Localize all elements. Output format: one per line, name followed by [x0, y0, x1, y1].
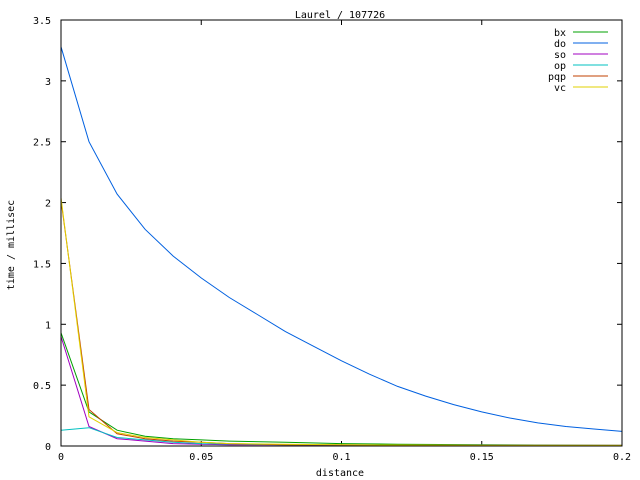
y-tick-label: 1 — [45, 320, 51, 331]
plot-frame — [60, 19, 623, 447]
series-line-vc — [60, 197, 622, 446]
y-tick-label: 3.5 — [33, 16, 51, 27]
y-tick-label: 2 — [45, 199, 51, 210]
y-tick-label: 0 — [45, 442, 51, 453]
y-tick-label: 0.5 — [33, 381, 51, 392]
x-tick-label: 0.2 — [613, 452, 631, 463]
x-tick-label: 0.05 — [189, 452, 213, 463]
x-tick-label: 0.15 — [470, 452, 494, 463]
x-axis-label: distance — [316, 468, 364, 479]
legend-label-pqp: pqp — [548, 72, 566, 83]
legend-label-op: op — [554, 61, 566, 72]
y-tick-label: 3 — [45, 77, 51, 88]
series-lines — [60, 46, 623, 446]
series-line-do — [60, 46, 623, 432]
y-tick-label: 2.5 — [33, 138, 51, 149]
legend-label-so: so — [554, 50, 566, 61]
y-axis-label: time / millisec — [6, 200, 17, 290]
y-tick-label: 1.5 — [33, 259, 51, 270]
x-tick-label: 0 — [58, 452, 64, 463]
legend-label-vc: vc — [554, 83, 566, 94]
legend-label-bx: bx — [554, 28, 566, 39]
chart-title: Laurel / 107726 — [295, 10, 385, 21]
legend-label-do: do — [554, 39, 566, 50]
x-tick-label: 0.1 — [332, 452, 350, 463]
series-line-bx — [60, 332, 623, 446]
